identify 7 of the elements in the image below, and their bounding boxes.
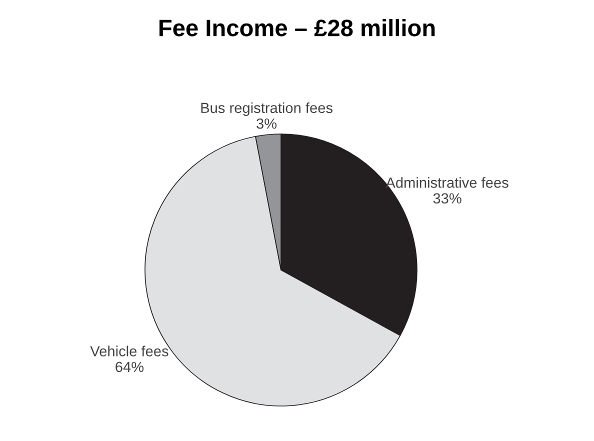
chart-title: Fee Income – £28 million: [159, 18, 435, 36]
data-label: 3%: [256, 118, 277, 129]
data-label: 64%: [116, 362, 144, 372]
data-label: 33%: [433, 193, 462, 204]
slice-label: Vehicle fees: [90, 346, 168, 356]
slice-label: Administrative fees: [386, 177, 508, 188]
slice-label: Bus registration fees: [201, 102, 332, 116]
